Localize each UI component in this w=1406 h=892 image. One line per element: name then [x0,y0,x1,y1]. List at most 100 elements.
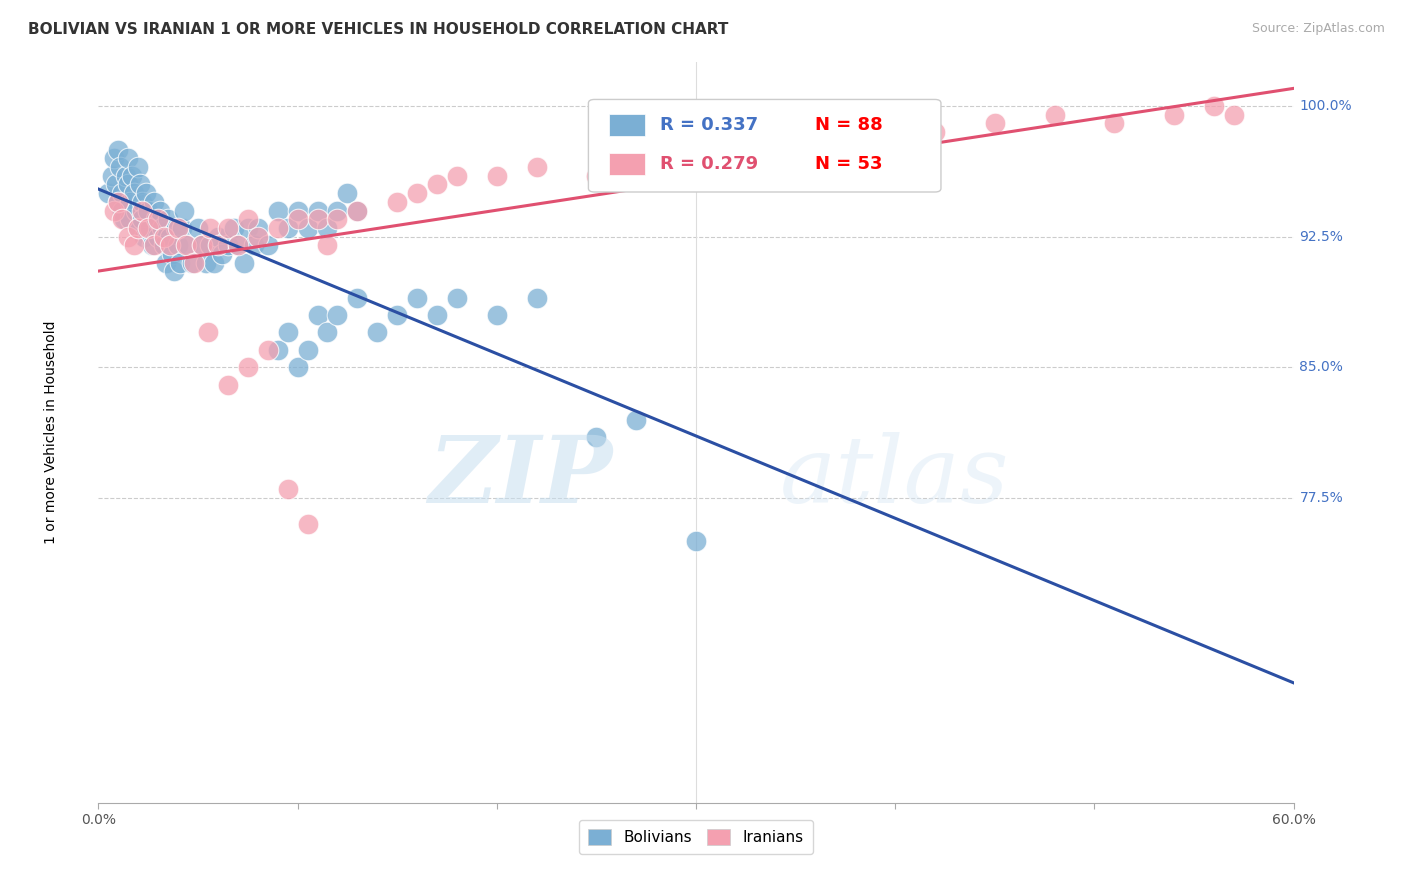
Point [124,238,146,252]
Text: BOLIVIAN VS IRANIAN 1 OR MORE VEHICLES IN HOUSEHOLD CORRELATION CHART: BOLIVIAN VS IRANIAN 1 OR MORE VEHICLES I… [28,22,728,37]
FancyBboxPatch shape [589,99,941,192]
Point [426,308,449,322]
Point [145,212,167,227]
Point [297,343,319,357]
Point [157,212,180,227]
Point [246,229,269,244]
Point [163,264,186,278]
Point [307,203,329,218]
Point [117,151,139,165]
Point [198,221,221,235]
Point [131,194,153,209]
Point [366,326,388,340]
Text: R = 0.337: R = 0.337 [661,116,758,135]
Point [243,238,266,252]
Point [187,221,209,235]
Point [246,221,269,235]
Point [316,221,339,235]
Text: N = 53: N = 53 [815,155,883,173]
Point [626,412,648,426]
Point [406,291,429,305]
Text: Source: ZipAtlas.com: Source: ZipAtlas.com [1251,22,1385,36]
Text: 85.0%: 85.0% [1299,360,1343,375]
Point [160,247,183,261]
Point [226,238,249,252]
Point [217,221,239,235]
Point [222,221,245,235]
Point [785,151,807,165]
Point [153,238,176,252]
Point [526,160,548,174]
Point [267,221,290,235]
Point [153,229,176,244]
Point [131,203,153,218]
Point [107,194,129,209]
Point [139,221,162,235]
Point [136,221,159,235]
Point [125,203,148,218]
Point [485,169,508,183]
Point [103,203,125,218]
Point [346,291,368,305]
Point [211,247,233,261]
Point [111,212,134,227]
Point [685,534,707,549]
Point [117,178,139,192]
Point [207,229,229,244]
Point [155,256,177,270]
Text: 92.5%: 92.5% [1299,229,1343,244]
Point [120,212,142,227]
Point [226,238,249,252]
Point [236,221,259,235]
Point [121,169,143,183]
Point [307,212,329,227]
Point [129,178,152,192]
Point [167,238,190,252]
Text: R = 0.279: R = 0.279 [661,155,758,173]
Point [1163,108,1185,122]
Point [135,186,157,200]
Point [159,238,181,252]
Text: ZIP: ZIP [427,432,613,522]
Point [197,326,219,340]
Point [174,238,197,252]
Point [1202,99,1225,113]
Point [385,308,409,322]
Point [316,238,339,252]
Point [346,203,368,218]
Point [336,186,359,200]
Point [195,256,218,270]
Point [177,238,200,252]
Point [134,229,156,244]
Point [385,194,409,209]
Point [127,221,149,235]
Point [277,482,299,496]
Point [267,203,290,218]
Point [105,178,128,192]
Point [191,238,214,252]
Point [406,186,429,200]
Point [316,326,339,340]
Point [585,430,607,444]
Point [127,221,149,235]
Point [117,229,139,244]
Point [1223,108,1246,122]
Point [107,143,129,157]
Text: 77.5%: 77.5% [1299,491,1343,505]
Point [277,326,299,340]
Point [111,186,134,200]
Point [297,221,319,235]
Point [143,194,166,209]
Point [844,143,866,157]
Point [110,160,132,174]
Point [326,308,349,322]
Point [446,291,468,305]
Point [256,238,278,252]
Point [326,203,349,218]
Point [159,229,181,244]
Text: N = 88: N = 88 [815,116,883,135]
Point [277,221,299,235]
Point [183,256,205,270]
Bar [609,153,644,175]
Point [165,221,187,235]
